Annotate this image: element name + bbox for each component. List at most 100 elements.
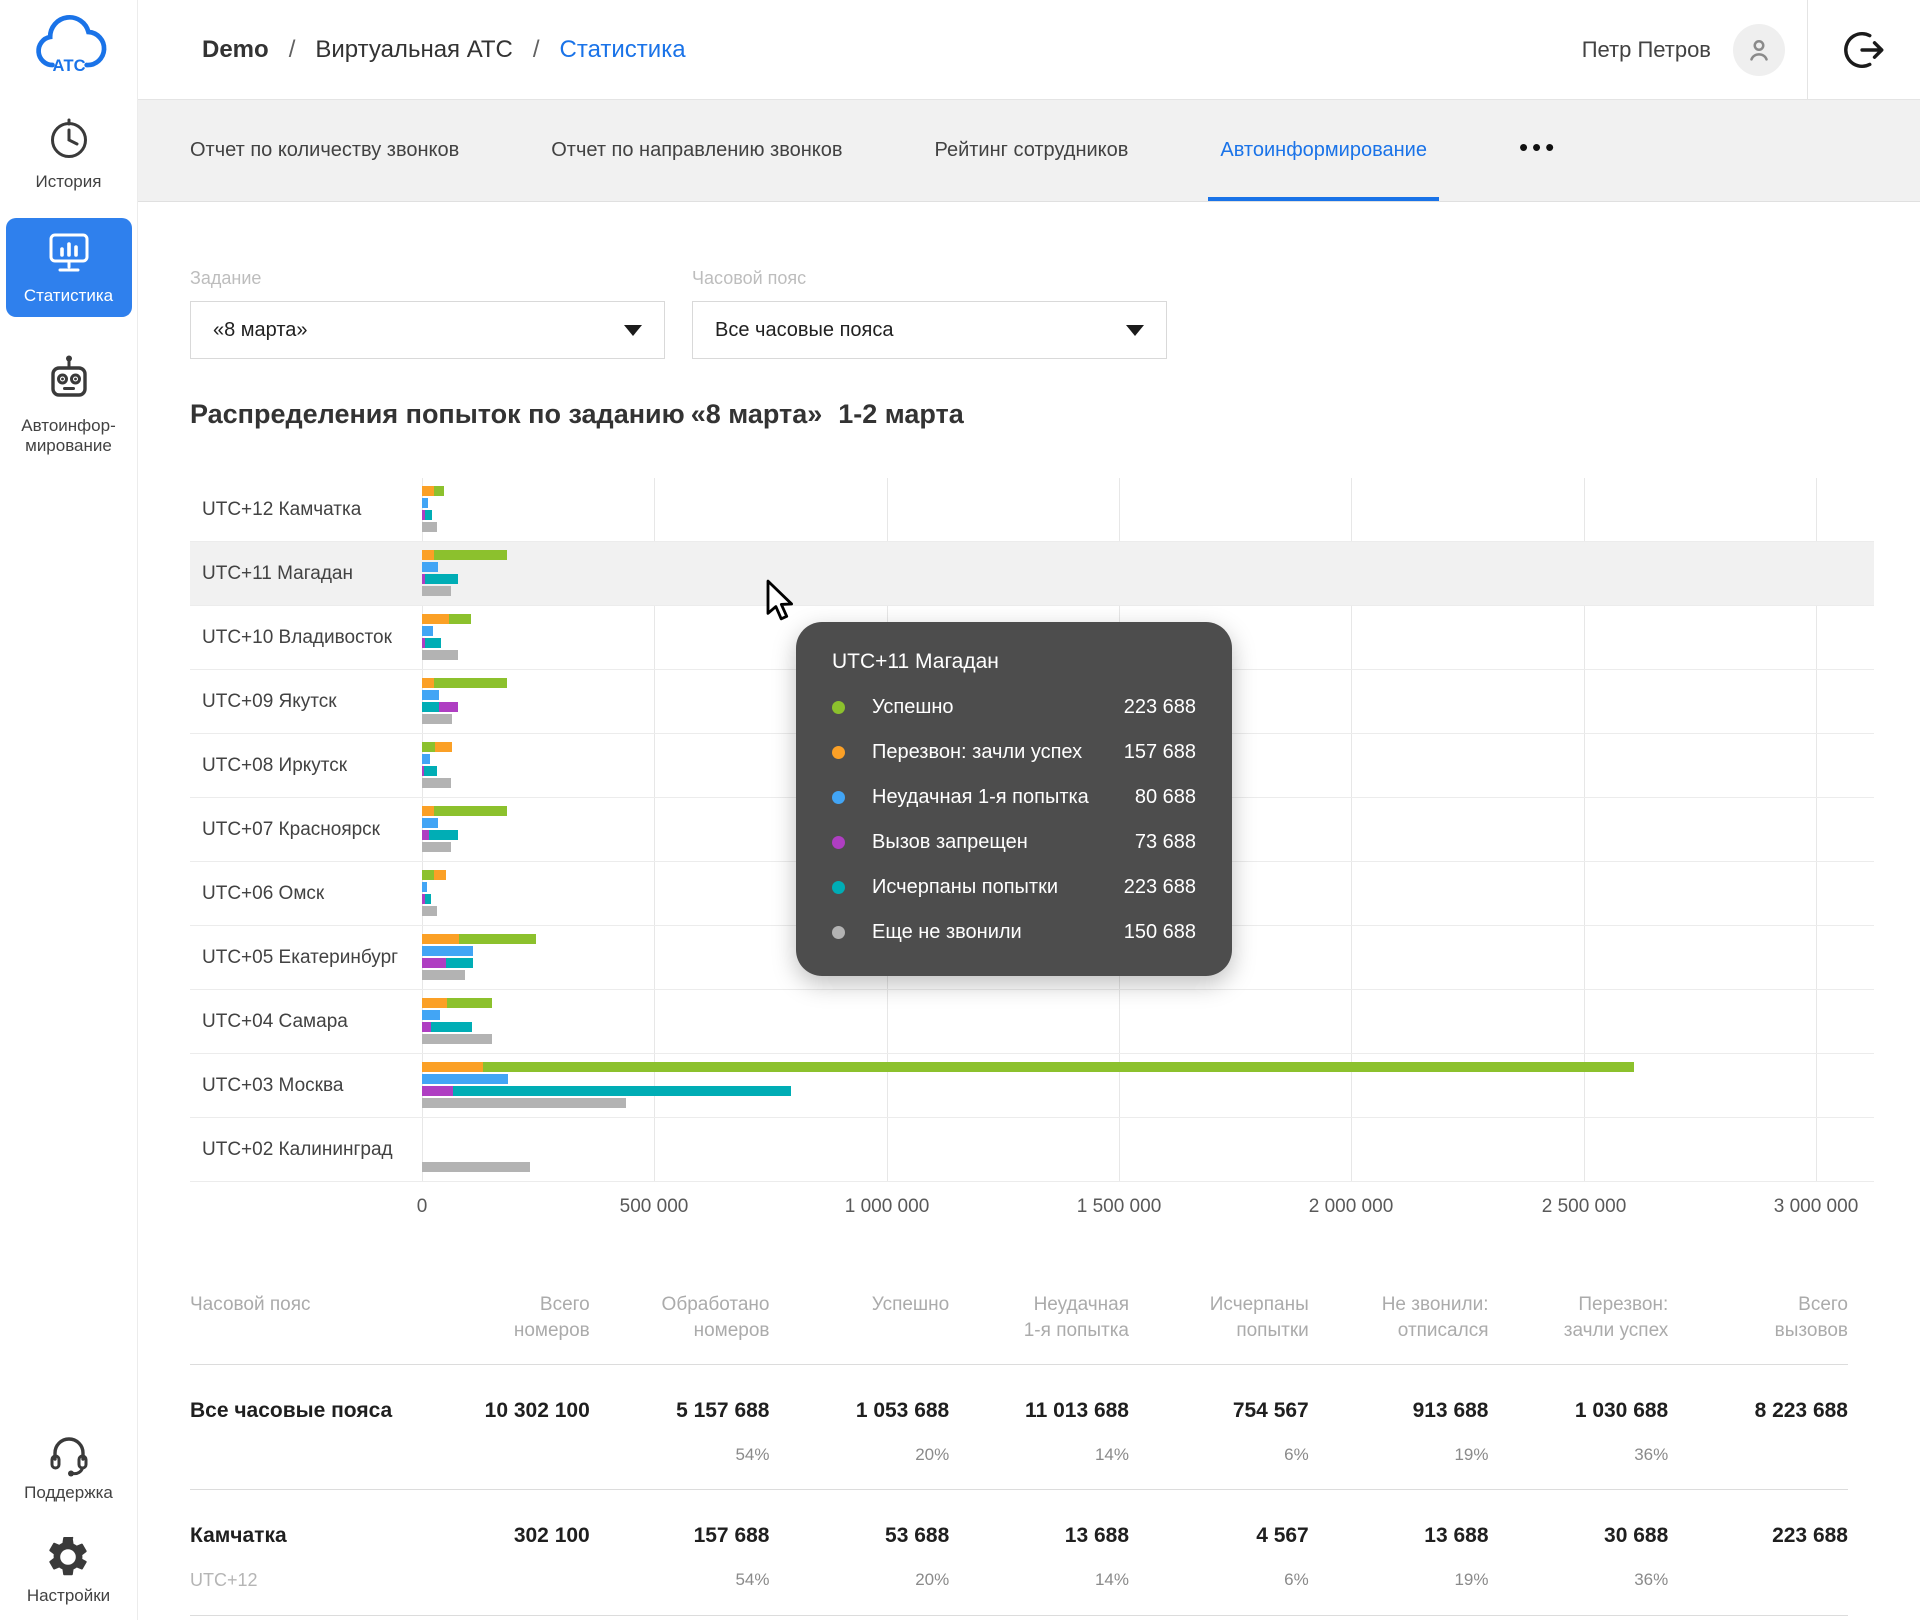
sidebar-item-settings[interactable]: Настройки (27, 1533, 110, 1606)
bar-segment-not_called[interactable] (422, 714, 452, 724)
bar-segment-success[interactable] (459, 934, 536, 944)
bar-segment-attempts_exhausted[interactable] (425, 510, 432, 520)
breadcrumb-separator: / (289, 36, 296, 64)
chart-row-bars[interactable] (422, 1054, 1874, 1117)
bar-segment-not_called[interactable] (422, 586, 451, 596)
bar-segment-call_forbidden[interactable] (422, 1022, 431, 1032)
bar-segment-not_called[interactable] (422, 522, 437, 532)
bar-line (422, 550, 1874, 560)
tab-2[interactable]: Отчет по направлению звонков (551, 100, 842, 201)
bar-segment-not_called[interactable] (422, 650, 458, 660)
bar-segment-recall_success[interactable] (422, 806, 434, 816)
chart-row-bars[interactable] (422, 478, 1874, 541)
sidebar-item-history[interactable]: История (36, 117, 102, 192)
tooltip-rows: Успешно223 688Перезвон: зачли успех157 6… (832, 696, 1196, 944)
tooltip-row-label: Успешно (872, 696, 1114, 719)
bar-segment-success[interactable] (483, 1062, 1634, 1072)
bar-segment-call_forbidden[interactable] (422, 1086, 453, 1096)
bar-segment-not_called[interactable] (422, 778, 451, 788)
tooltip-row-label: Перезвон: зачли успех (872, 741, 1114, 764)
bar-segment-call_forbidden[interactable] (439, 702, 458, 712)
bar-segment-failed_first[interactable] (422, 498, 428, 508)
bar-segment-recall_success[interactable] (422, 486, 434, 496)
avatar[interactable] (1733, 24, 1785, 76)
bar-segment-recall_success[interactable] (435, 742, 452, 752)
tab-3[interactable]: Рейтинг сотрудников (935, 100, 1129, 201)
bar-segment-failed_first[interactable] (422, 818, 438, 828)
bar-segment-recall_success[interactable] (434, 870, 446, 880)
chart-row-label: UTC+12 Камчатка (190, 478, 422, 541)
filters: Задание «8 марта» Часовой пояс Все часов… (190, 268, 1874, 359)
tab-1[interactable]: Отчет по количеству звонков (190, 100, 459, 201)
bar-segment-failed_first[interactable] (422, 626, 433, 636)
report-tabs: Отчет по количеству звонков Отчет по напр… (138, 100, 1920, 202)
bar-segment-attempts_exhausted[interactable] (431, 1022, 472, 1032)
bar-segment-failed_first[interactable] (422, 946, 473, 956)
bar-segment-recall_success[interactable] (422, 614, 449, 624)
bar-segment-recall_success[interactable] (422, 550, 434, 560)
sidebar-item-autoinform[interactable]: Автоинфор- мирование (21, 351, 116, 456)
chart-row[interactable]: UTC+03 Москва (190, 1054, 1874, 1118)
bar-segment-failed_first[interactable] (422, 882, 427, 892)
bar-segment-attempts_exhausted[interactable] (425, 894, 431, 904)
bar-segment-attempts_exhausted[interactable] (425, 638, 441, 648)
cell-percent: 6% (1129, 1445, 1309, 1465)
bar-segment-attempts_exhausted[interactable] (425, 574, 458, 584)
timezone-select[interactable]: Все часовые пояса (692, 301, 1167, 359)
bar-segment-success[interactable] (422, 742, 435, 752)
chart-row-bars[interactable] (422, 542, 1874, 605)
cell-value: 5 157 688 (590, 1399, 770, 1423)
sidebar-item-support[interactable]: Поддержка (24, 1428, 113, 1503)
chart-row-bars[interactable] (422, 990, 1874, 1053)
bar-segment-failed_first[interactable] (422, 1010, 440, 1020)
task-select[interactable]: «8 марта» (190, 301, 665, 359)
bar-segment-not_called[interactable] (422, 1162, 530, 1172)
filter-task-label: Задание (190, 268, 665, 289)
bar-segment-recall_success[interactable] (422, 998, 447, 1008)
more-tabs-button[interactable]: ••• (1519, 100, 1558, 201)
breadcrumb-item-vats[interactable]: Виртуальная АТС (315, 36, 512, 64)
bar-segment-attempts_exhausted[interactable] (453, 1086, 791, 1096)
page: АТС История Статистика (0, 0, 1920, 1620)
bar-segment-failed_first[interactable] (422, 754, 430, 764)
chart-row[interactable]: UTC+12 Камчатка (190, 478, 1874, 542)
breadcrumb-item-demo[interactable]: Demo (202, 36, 269, 64)
sidebar: АТС История Статистика (0, 0, 138, 1620)
chart-row-bars[interactable] (422, 1118, 1874, 1181)
filter-timezone: Часовой пояс Все часовые пояса (692, 268, 1167, 359)
logout-button[interactable] (1808, 27, 1920, 73)
bar-segment-recall_success[interactable] (422, 678, 434, 688)
tab-4[interactable]: Автоинформирование (1220, 100, 1427, 201)
bar-segment-attempts_exhausted[interactable] (422, 702, 439, 712)
bar-segment-success[interactable] (434, 678, 507, 688)
bar-segment-recall_success[interactable] (422, 1062, 483, 1072)
bar-segment-success[interactable] (434, 806, 507, 816)
legend-dot-not_called (832, 926, 845, 939)
bar-segment-call_forbidden[interactable] (422, 958, 446, 968)
sidebar-item-statistics[interactable]: Статистика (6, 218, 132, 317)
bar-segment-not_called[interactable] (422, 970, 465, 980)
bar-segment-attempts_exhausted[interactable] (424, 766, 437, 776)
tooltip-row: Неудачная 1-я попытка80 688 (832, 786, 1196, 809)
bar-segment-success[interactable] (434, 486, 444, 496)
chart-row[interactable]: UTC+11 Магадан (190, 542, 1874, 606)
bar-segment-not_called[interactable] (422, 1034, 492, 1044)
bar-segment-not_called[interactable] (422, 1098, 626, 1108)
bar-segment-attempts_exhausted[interactable] (446, 958, 473, 968)
bar-segment-not_called[interactable] (422, 842, 451, 852)
cell-percent: 19% (1309, 1570, 1489, 1590)
chart-row[interactable]: UTC+02 Калининград (190, 1118, 1874, 1182)
bar-segment-failed_first[interactable] (422, 690, 439, 700)
bar-segment-success[interactable] (449, 614, 471, 624)
atc-logo[interactable]: АТС (31, 12, 107, 83)
chart-row[interactable]: UTC+04 Самара (190, 990, 1874, 1054)
bar-segment-failed_first[interactable] (422, 1074, 508, 1084)
bar-segment-recall_success[interactable] (422, 934, 459, 944)
bar-segment-success[interactable] (422, 870, 434, 880)
bar-segment-failed_first[interactable] (422, 562, 438, 572)
bar-segment-not_called[interactable] (422, 906, 437, 916)
bar-segment-success[interactable] (447, 998, 492, 1008)
bar-segment-call_forbidden[interactable] (422, 830, 429, 840)
bar-segment-success[interactable] (434, 550, 507, 560)
bar-segment-attempts_exhausted[interactable] (429, 830, 458, 840)
